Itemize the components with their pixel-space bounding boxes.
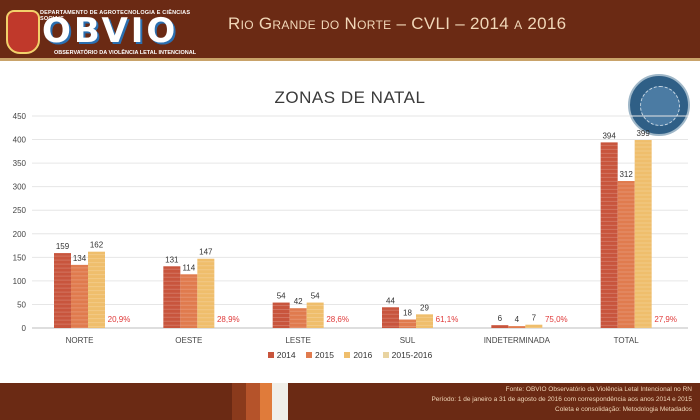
x-tick-label: SUL xyxy=(400,336,416,345)
footer-line-3: Coleta e consolidação: Metodologia Metad… xyxy=(555,406,692,413)
legend-swatch xyxy=(306,352,313,358)
y-tick-label: 300 xyxy=(13,183,27,192)
bar-2016-norte xyxy=(88,251,105,328)
data-label: 54 xyxy=(277,292,286,301)
legend-swatch xyxy=(267,352,274,358)
data-label: 54 xyxy=(311,292,320,301)
data-label: 134 xyxy=(73,254,87,263)
obvio-logo: DEPARTAMENTO DE AGROTECNOLOGIA E CIÊNCIA… xyxy=(4,4,214,56)
legend-label: 2016 xyxy=(353,350,373,360)
bar-2015-norte xyxy=(71,264,88,328)
bar-2014-leste xyxy=(272,302,290,328)
y-tick-label: 150 xyxy=(13,253,27,262)
brand-subtitle: OBSERVATÓRIO DA VIOLÊNCIA LETAL INTENCIO… xyxy=(54,50,197,56)
legend-swatch xyxy=(344,352,351,358)
bar-2015-leste xyxy=(289,308,307,328)
data-label: 4 xyxy=(515,315,520,324)
bar-2016-sul xyxy=(416,314,433,328)
data-label: 44 xyxy=(386,296,395,305)
data-label: 312 xyxy=(619,170,633,179)
pct-label: 75,0% xyxy=(545,315,568,324)
bar-2014-oeste xyxy=(163,266,181,328)
x-tick-label: OESTE xyxy=(175,336,202,345)
header-divider xyxy=(0,58,700,61)
y-tick-label: 350 xyxy=(13,159,27,168)
data-label: 6 xyxy=(498,314,503,323)
pct-label: 28,6% xyxy=(326,315,349,324)
y-tick-label: 0 xyxy=(22,324,27,333)
brand-name: OBVIO xyxy=(42,11,179,51)
bar-2016-leste xyxy=(306,302,324,328)
bar-2014-indeterminada xyxy=(491,325,509,328)
y-tick-label: 50 xyxy=(17,300,26,309)
y-tick-label: 200 xyxy=(13,230,27,239)
bar-2015-sul xyxy=(399,319,416,328)
legend-item-2015-2016: 2015-2016 xyxy=(382,350,433,360)
pct-label: 20,9% xyxy=(108,315,131,324)
x-tick-label: LESTE xyxy=(285,336,310,345)
legend-label: 2015-2016 xyxy=(391,350,433,360)
legend-label: 2014 xyxy=(276,350,296,360)
y-tick-label: 400 xyxy=(13,136,27,145)
y-tick-label: 250 xyxy=(13,206,27,215)
data-label: 42 xyxy=(294,297,303,306)
footer-stripes xyxy=(232,383,292,420)
legend-item-2015: 2015 xyxy=(306,350,334,360)
chart-legend: 2014 2015 2016 2015-2016 xyxy=(0,350,700,360)
data-label: 29 xyxy=(420,303,429,312)
pct-label: 28,9% xyxy=(217,315,240,324)
data-label: 7 xyxy=(532,314,537,323)
footer-source: Fonte: OBVIO Observatório da Violência L… xyxy=(431,385,692,415)
x-tick-label: TOTAL xyxy=(614,336,640,345)
data-label: 18 xyxy=(403,309,412,318)
bar-2015-total xyxy=(617,181,635,328)
bar-2014-sul xyxy=(382,307,399,328)
data-label: 131 xyxy=(165,255,179,264)
bar-2015-oeste xyxy=(180,274,198,328)
bar-2014-total xyxy=(600,142,618,328)
footer-bar xyxy=(0,383,700,420)
legend-swatch xyxy=(382,352,389,358)
department-text: DEPARTAMENTO DE AGROTECNOLOGIA E CIÊNCIA… xyxy=(40,10,191,22)
x-tick-label: INDETERMINADA xyxy=(484,336,551,345)
data-label: 114 xyxy=(182,263,195,272)
x-tick-label: NORTE xyxy=(66,336,94,345)
pct-label: 61,1% xyxy=(436,315,459,324)
footer-line-1: Fonte: OBVIO Observatório da Violência L… xyxy=(505,386,692,393)
legend-item-2014: 2014 xyxy=(267,350,296,360)
badge-emblem-icon xyxy=(640,86,680,126)
data-label: 147 xyxy=(199,248,213,257)
header-bar: DEPARTAMENTO DE AGROTECNOLOGIA E CIÊNCIA… xyxy=(0,0,700,58)
bar-2016-oeste xyxy=(197,258,215,328)
y-tick-label: 450 xyxy=(13,112,27,121)
state-seal-icon xyxy=(6,10,40,54)
data-label: 159 xyxy=(56,242,70,251)
bar-2014-norte xyxy=(54,253,71,328)
bar-2016-total xyxy=(634,140,652,328)
bar-2015-indeterminada xyxy=(508,326,526,328)
bar-2016-indeterminada xyxy=(525,324,543,328)
data-label: 399 xyxy=(636,129,650,138)
data-label: 394 xyxy=(602,131,616,140)
legend-item-2016: 2016 xyxy=(344,350,372,360)
page-title: Rio Grande do Norte – CVLI – 2014 a 2016 xyxy=(228,14,567,33)
chart-title: ZONAS DE NATAL xyxy=(274,88,426,107)
data-label: 162 xyxy=(90,241,104,250)
institution-badge-icon xyxy=(628,74,690,136)
legend-label: 2015 xyxy=(315,350,334,360)
y-tick-label: 100 xyxy=(13,277,27,286)
footer-line-2: Período: 1 de janeiro a 31 de agosto de … xyxy=(431,396,692,403)
pct-label: 27,9% xyxy=(654,315,677,324)
